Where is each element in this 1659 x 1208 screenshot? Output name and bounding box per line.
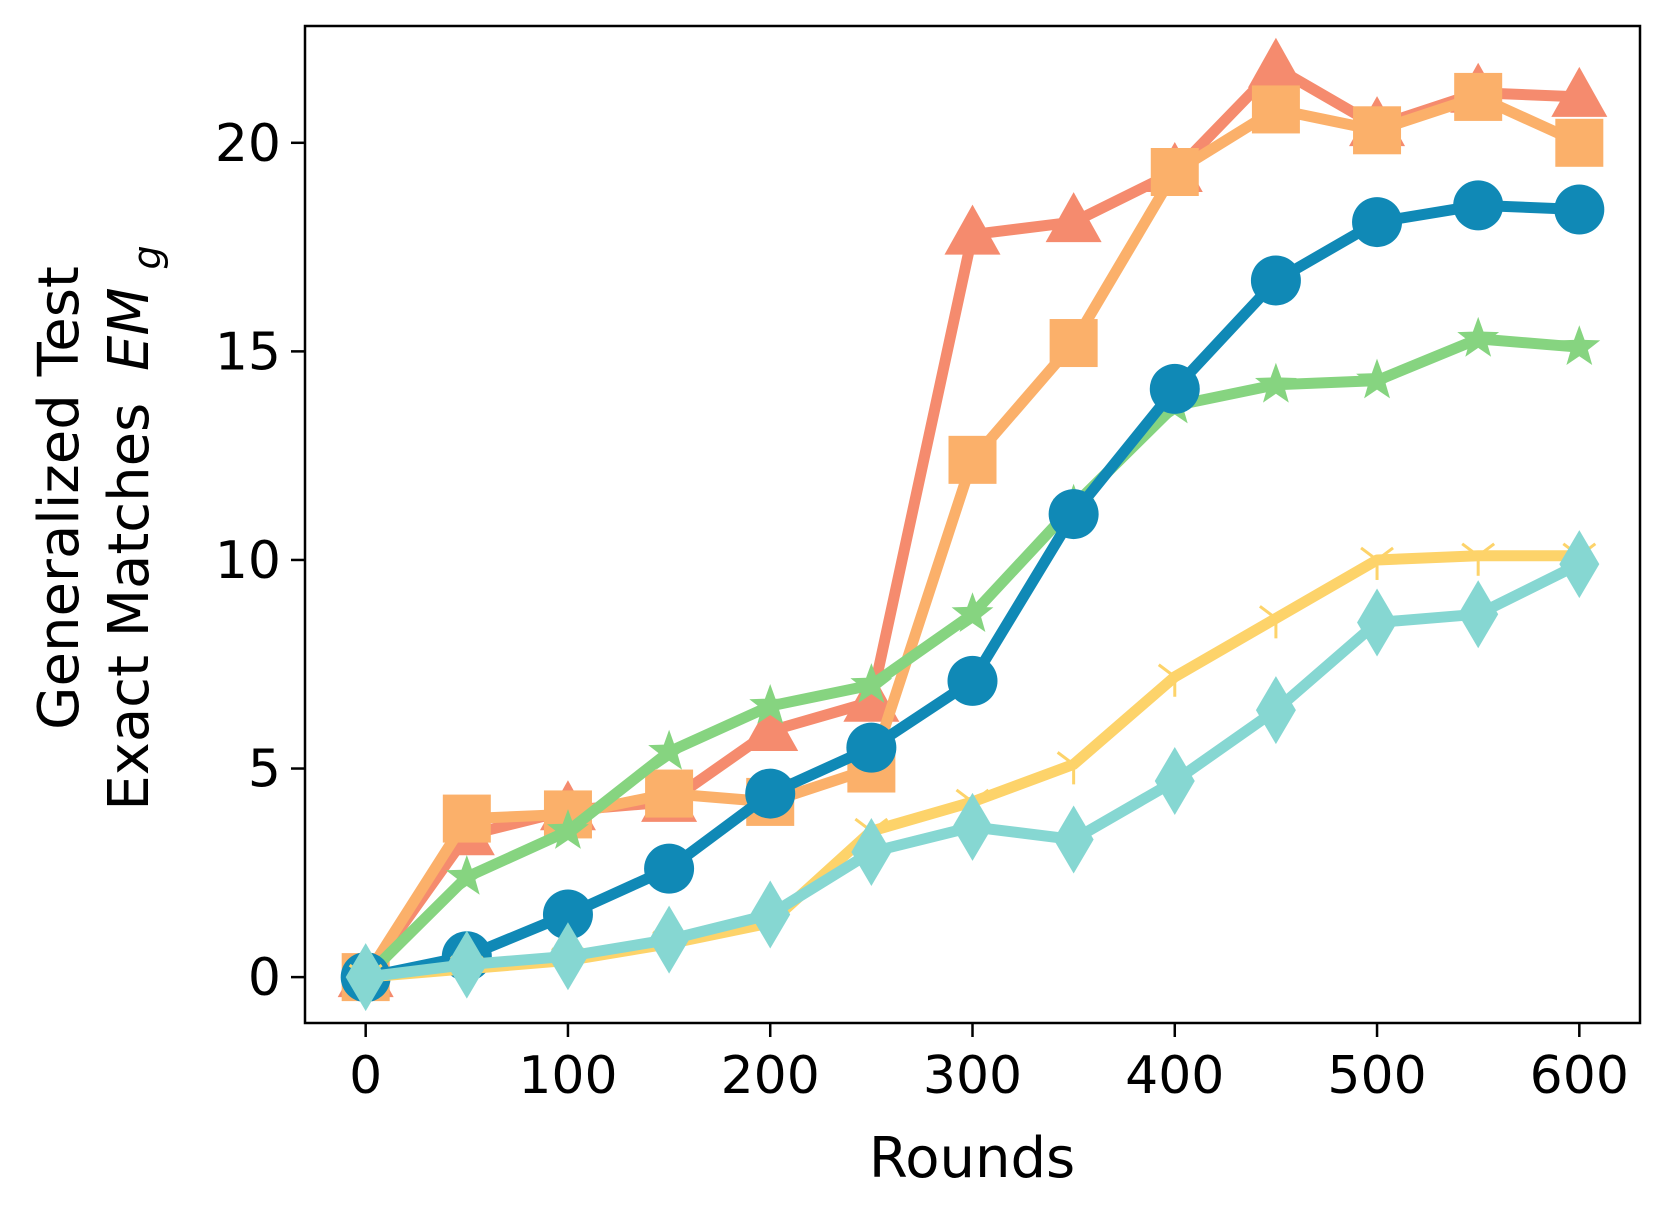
data-point (1048, 489, 1099, 540)
data-point (1559, 530, 1600, 599)
data-point (1357, 588, 1398, 657)
data-point (1352, 197, 1403, 248)
data-point (1255, 676, 1296, 745)
series-thin_diamond (345, 530, 1600, 1012)
data-point (649, 905, 690, 974)
y-axis-title-2: Exact Matches EM g (97, 245, 169, 810)
data-point (547, 809, 589, 849)
plot-frame (303, 24, 1642, 1025)
x-axis: 0 100 200 300 400 500 600 (349, 1023, 1629, 1106)
y-axis-title-line2: Exact Matches (97, 403, 162, 811)
data-point (1053, 805, 1094, 874)
data-point (850, 663, 893, 703)
data-point (1049, 319, 1098, 368)
data-point (1558, 325, 1601, 365)
data-point (1157, 663, 1192, 697)
data-point (742, 700, 799, 751)
data-point (1457, 316, 1500, 357)
data-point (345, 943, 386, 1012)
data-point (749, 684, 792, 724)
series-layer (337, 37, 1608, 1012)
y-tick-label: 20 (215, 114, 281, 174)
data-point (1551, 66, 1608, 117)
x-tick-label: 200 (721, 1046, 820, 1106)
x-tick-label: 400 (1125, 1046, 1224, 1106)
data-point (1454, 72, 1503, 121)
data-point (951, 592, 994, 632)
data-point (1555, 118, 1604, 167)
data-point (948, 435, 997, 484)
data-point (851, 817, 892, 886)
data-point (750, 880, 791, 949)
data-point (1154, 747, 1195, 816)
data-point (745, 768, 796, 819)
data-point (1250, 255, 1301, 306)
data-point (645, 769, 694, 818)
data-point (644, 843, 695, 894)
data-point (648, 729, 690, 770)
data-point (1554, 184, 1605, 235)
series-circle (340, 180, 1605, 1003)
data-point (1353, 106, 1402, 155)
y-axis: 0 5 10 15 20 (215, 114, 305, 1008)
x-axis-title: Rounds (869, 1126, 1075, 1191)
data-point (1150, 148, 1199, 197)
data-point (1045, 192, 1102, 243)
data-point (445, 855, 488, 895)
data-point (1149, 363, 1200, 414)
data-point (1461, 542, 1496, 576)
y-tick-label: 15 (215, 322, 281, 382)
data-point (1251, 85, 1300, 134)
y-tick-label: 5 (248, 740, 281, 800)
data-point (1259, 605, 1293, 639)
data-point (1247, 37, 1304, 88)
data-point (1056, 751, 1091, 785)
data-point (846, 722, 897, 773)
data-point (947, 655, 998, 706)
x-tick-label: 300 (923, 1046, 1022, 1106)
x-tick-label: 600 (1530, 1046, 1629, 1106)
x-tick-label: 100 (518, 1046, 617, 1106)
x-tick-label: 0 (349, 1046, 382, 1106)
data-point (1356, 358, 1398, 399)
data-point (952, 792, 993, 861)
data-point (1453, 180, 1504, 231)
y-axis-title-subscript: g (125, 245, 169, 269)
data-point (944, 204, 1001, 255)
x-tick-label: 500 (1327, 1046, 1426, 1106)
data-point (547, 922, 588, 991)
data-point (1458, 580, 1499, 649)
series-star (344, 316, 1601, 995)
y-axis-title-line1: Generalized Test (27, 266, 92, 730)
y-axis-title: Generalized Test (27, 266, 92, 730)
data-point (1255, 362, 1297, 403)
data-point (542, 889, 593, 940)
y-tick-label: 10 (215, 531, 281, 591)
y-axis-title-symbol: EM (97, 287, 162, 371)
data-point (1360, 546, 1394, 580)
series-line (360, 199, 1585, 983)
y-tick-label: 0 (248, 948, 281, 1008)
data-point (446, 930, 487, 999)
data-point (442, 794, 491, 843)
